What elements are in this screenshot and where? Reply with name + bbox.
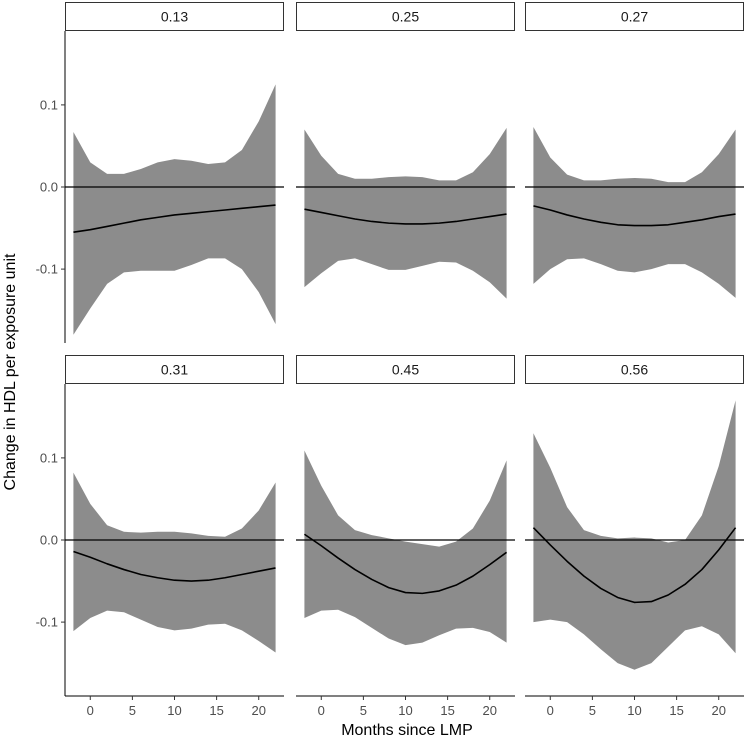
facet-panel: 0.45 0 5 10 15 20 (296, 355, 515, 718)
facet-strip (296, 2, 515, 31)
estimate-line (304, 208, 507, 225)
x-tick-label: 20 (711, 703, 725, 718)
facet-strip (296, 355, 515, 384)
confidence-ribbon (533, 127, 736, 298)
facet-strip (65, 2, 284, 31)
facet-panel: 0.56 0 5 10 15 20 (525, 355, 744, 718)
x-tick-label: 0 (87, 703, 94, 718)
estimate-line (532, 527, 737, 604)
y-tick-label: 0.1 (40, 450, 58, 465)
facet-panel: 0.27 (525, 2, 744, 298)
y-axis-title: Change in HDL per exposure unit (2, 253, 19, 490)
confidence-ribbon (304, 450, 507, 646)
facet-strip-label: 0.56 (621, 362, 648, 378)
facet-strip-label: 0.31 (161, 362, 188, 378)
facet-panel: 0.13 -0.1 0.0 0.1 (36, 2, 284, 343)
facet-strip-label: 0.27 (621, 9, 648, 25)
x-tick-label: 15 (440, 703, 454, 718)
facet-panel: 0.31 -0.1 0.0 0.1 0 5 10 15 20 (36, 355, 284, 718)
x-axis-title: Months since LMP (341, 722, 473, 739)
y-tick-label: -0.1 (36, 262, 58, 277)
x-tick-label: 5 (129, 703, 136, 718)
y-tick-label: 0.0 (40, 180, 58, 195)
facet-strip (525, 2, 744, 31)
confidence-ribbon (73, 472, 276, 653)
y-tick-label: -0.1 (36, 615, 58, 630)
estimate-line (533, 205, 736, 227)
confidence-ribbon (73, 84, 276, 335)
y-tick-label: 0.0 (40, 533, 58, 548)
x-tick-label: 10 (398, 703, 412, 718)
x-tick-label: 10 (627, 703, 641, 718)
x-tick-label: 5 (360, 703, 367, 718)
x-tick-label: 0 (318, 703, 325, 718)
x-tick-label: 10 (167, 703, 181, 718)
y-tick-label: 0.1 (40, 97, 58, 112)
facet-strip-label: 0.45 (392, 362, 419, 378)
x-tick-label: 15 (669, 703, 683, 718)
x-tick-label: 15 (209, 703, 223, 718)
facet-strip-label: 0.13 (161, 9, 188, 25)
estimate-line (73, 204, 276, 233)
confidence-ribbon (533, 400, 736, 670)
facet-strip-label: 0.25 (392, 9, 419, 25)
estimate-line (303, 533, 508, 595)
facet-strip (525, 355, 744, 384)
estimate-line (73, 550, 276, 582)
facet-panel: 0.25 (296, 2, 515, 299)
facet-strip (65, 355, 284, 384)
x-tick-label: 0 (547, 703, 554, 718)
x-tick-label: 20 (482, 703, 496, 718)
confidence-ribbon (304, 127, 507, 299)
x-tick-label: 5 (589, 703, 596, 718)
x-tick-label: 20 (251, 703, 265, 718)
